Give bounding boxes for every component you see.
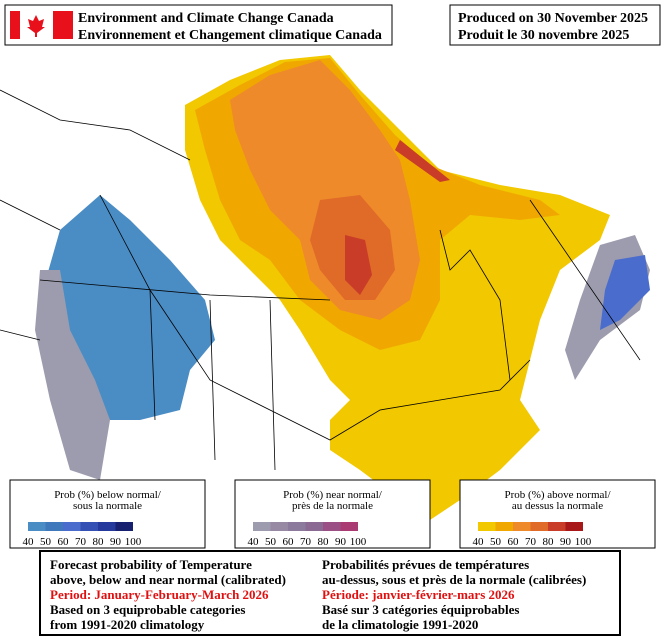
footer-line: au-dessus, sous et près de la normale (c… [322, 572, 586, 587]
footer-line: Basé sur 3 catégories équiprobables [322, 602, 519, 617]
legend-swatch [98, 522, 116, 531]
legend-swatch [45, 522, 63, 531]
legend-tick: 100 [125, 536, 142, 548]
above-80-area [345, 235, 372, 295]
legend-swatch [478, 522, 496, 531]
footer-line: Probabilités prévues de températures [322, 557, 529, 572]
legend-swatch [28, 522, 46, 531]
legend-swatch [495, 522, 513, 531]
above-80-area [395, 140, 450, 182]
legend-box [234, 479, 431, 549]
legend-tick: 40 [473, 536, 485, 548]
legend-swatch [530, 522, 548, 531]
legend-tick: 50 [490, 536, 502, 548]
flag [53, 11, 73, 39]
footer-line: Forecast probability of Temperature [50, 557, 252, 572]
legend-tick: 70 [525, 536, 537, 548]
produced-en: Produced on 30 November 2025 [458, 11, 648, 26]
legend-swatch [270, 522, 288, 531]
agency-fr: Environnement et Changement climatique C… [78, 28, 382, 43]
legend-swatch [548, 522, 566, 531]
legend-swatch [63, 522, 81, 531]
legend-tick: 60 [508, 536, 520, 548]
legend-tick: 100 [575, 536, 592, 548]
legend-title: Prob (%) below normal/ [54, 489, 162, 501]
footer-line: de la climatologie 1991-2020 [322, 617, 478, 632]
below-60-area [600, 255, 650, 330]
produced-box [449, 4, 661, 46]
legend-swatch [340, 522, 358, 531]
boundaries [0, 89, 641, 471]
legend-tick: 70 [75, 536, 87, 548]
legend-tick: 60 [283, 536, 295, 548]
legend-tick: 80 [318, 536, 330, 548]
near-40-area [35, 270, 110, 480]
legend-tick: 80 [543, 536, 555, 548]
legend-tick: 100 [350, 536, 367, 548]
legend-swatch [115, 522, 133, 531]
legend-swatch [565, 522, 583, 531]
legend-title: sous la normale [73, 500, 142, 512]
footer-box [39, 550, 621, 636]
legend-swatch [80, 522, 98, 531]
flag [10, 11, 20, 39]
maple-leaf [27, 15, 45, 37]
legend-tick: 50 [40, 536, 52, 548]
legend-box [459, 479, 656, 549]
agency-en: Environment and Climate Change Canada [78, 11, 334, 26]
legend-tick: 80 [93, 536, 105, 548]
legend-tick: 50 [265, 536, 277, 548]
legend-tick: 60 [58, 536, 70, 548]
produced-fr: Produit le 30 novembre 2025 [458, 28, 629, 43]
legend-box [9, 479, 206, 549]
legend-tick: 40 [248, 536, 260, 548]
legend-tick: 40 [23, 536, 35, 548]
footer-line: above, below and near normal (calibrated… [50, 572, 286, 587]
footer-line: Période: janvier-février-mars 2026 [322, 587, 515, 602]
legend-tick: 70 [300, 536, 312, 548]
legend-tick: 90 [110, 536, 122, 548]
legend-title: Prob (%) above normal/ [505, 489, 612, 501]
legend-swatch [288, 522, 306, 531]
legend-tick: 90 [335, 536, 347, 548]
footer-line: Based on 3 equiprobable categories [50, 602, 246, 617]
footer-line: from 1991-2020 climatology [50, 617, 205, 632]
footer-line: Period: January-February-March 2026 [50, 587, 269, 602]
legend-title: près de la normale [292, 500, 373, 512]
legend-swatch [305, 522, 323, 531]
legend-title: au dessus la normale [512, 500, 603, 512]
legend-swatch [323, 522, 341, 531]
legend-swatch [253, 522, 271, 531]
legend-tick: 90 [560, 536, 572, 548]
legend-swatch [513, 522, 531, 531]
legend-title: Prob (%) near normal/ [283, 489, 383, 501]
